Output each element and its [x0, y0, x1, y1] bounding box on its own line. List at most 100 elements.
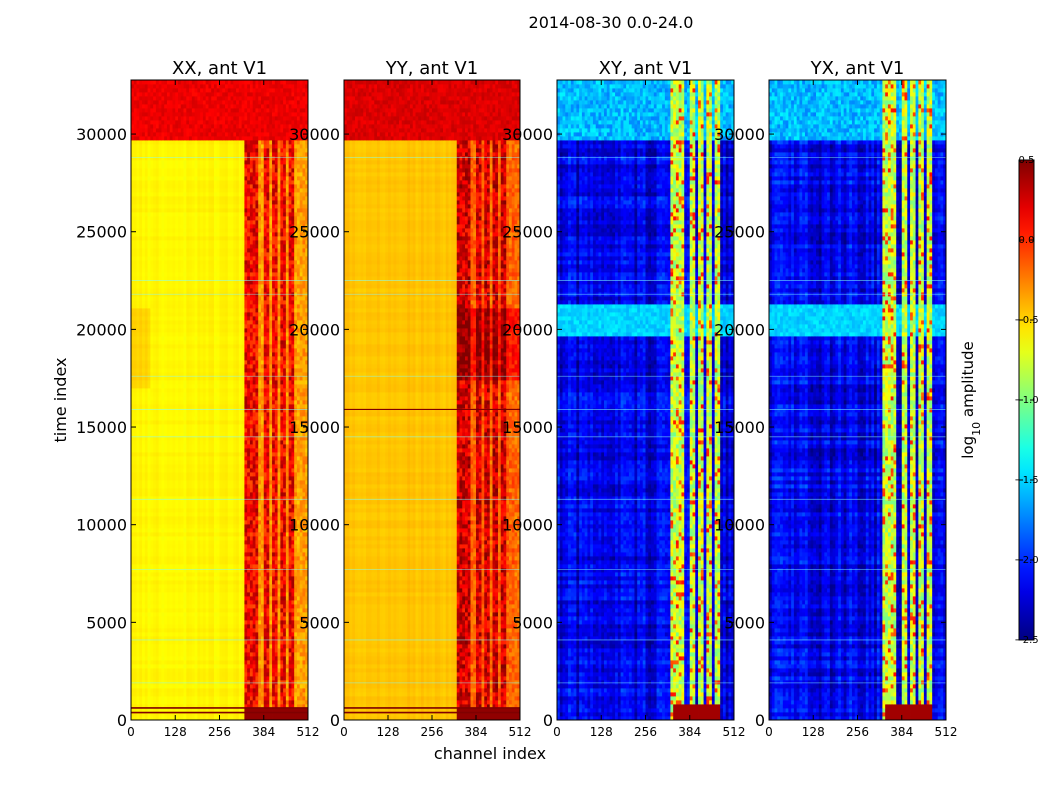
- heatmap-cell: [272, 468, 276, 473]
- heatmap-cell: [153, 548, 157, 553]
- heatmap-cell: [166, 680, 171, 685]
- heatmap-cell: [189, 468, 193, 473]
- heatmap-cell: [155, 552, 160, 557]
- heatmap-cell: [283, 668, 287, 673]
- heatmap-cell: [133, 532, 137, 537]
- heatmap-cell: [249, 540, 254, 545]
- heatmap-cell: [225, 676, 229, 681]
- heatmap-cell: [244, 620, 248, 625]
- heatmap-cell: [191, 408, 196, 413]
- heatmap-cell: [144, 632, 148, 637]
- heatmap-cell: [213, 536, 218, 541]
- heatmap-cell: [178, 696, 182, 701]
- heatmap-cell: [244, 632, 248, 637]
- heatmap-cell: [272, 500, 276, 505]
- heatmap-cell: [183, 572, 187, 577]
- heatmap-cell: [216, 512, 220, 517]
- heatmap-cell: [211, 504, 215, 509]
- heatmap-cell: [136, 492, 140, 497]
- heatmap-cell: [294, 416, 298, 421]
- heatmap-cell: [225, 584, 229, 589]
- heatmap-cell: [169, 716, 173, 721]
- heatmap-cell: [277, 516, 281, 521]
- heatmap-cell: [166, 468, 171, 473]
- heatmap-cell: [291, 704, 295, 709]
- heatmap-cell: [277, 460, 281, 465]
- heatmap-cell: [158, 436, 162, 441]
- heatmap-cell: [258, 424, 262, 429]
- heatmap-cell: [180, 640, 184, 645]
- heatmap-cell: [133, 428, 137, 433]
- heatmap-cell: [222, 504, 226, 509]
- heatmap-cell: [247, 684, 251, 689]
- heatmap-cell: [280, 424, 284, 429]
- heatmap-cell: [161, 672, 165, 677]
- heatmap-cell: [178, 664, 182, 669]
- heatmap-cell: [238, 588, 243, 593]
- heatmap-cell: [155, 676, 160, 681]
- heatmap-cell: [155, 504, 160, 509]
- heatmap-cell: [263, 712, 267, 717]
- heatmap-cell: [161, 592, 165, 597]
- heatmap-cell: [302, 408, 306, 413]
- heatmap-cell: [233, 556, 237, 561]
- heatmap-cell: [222, 408, 226, 413]
- heatmap-cell: [161, 640, 165, 645]
- heatmap-cell: [222, 688, 226, 693]
- heatmap-cell: [236, 428, 240, 433]
- heatmap-cell: [285, 432, 290, 437]
- heatmap-cell: [216, 672, 220, 677]
- heatmap-cell: [216, 492, 220, 497]
- heatmap-cell: [291, 708, 295, 713]
- heatmap-cell: [258, 604, 262, 609]
- heatmap-cell: [219, 632, 223, 637]
- heatmap-cell: [233, 660, 237, 665]
- heatmap-cell: [255, 556, 259, 561]
- heatmap-cell: [161, 668, 165, 673]
- heatmap-cell: [288, 604, 292, 609]
- heatmap-cell: [291, 568, 295, 573]
- heatmap-cell: [280, 592, 284, 597]
- heatmap-cell: [285, 644, 290, 649]
- heatmap-cell: [219, 668, 223, 673]
- heatmap-cell: [285, 580, 290, 585]
- heatmap-cell: [178, 524, 182, 529]
- heatmap-cell: [194, 684, 198, 689]
- heatmap-cell: [144, 508, 148, 513]
- heatmap-cell: [205, 704, 209, 709]
- heatmap-cell: [305, 476, 309, 481]
- heatmap-cell: [213, 460, 218, 465]
- heatmap-cell: [294, 484, 298, 489]
- heatmap-cell: [230, 560, 234, 565]
- heatmap-cell: [194, 424, 198, 429]
- heatmap-cell: [274, 708, 278, 713]
- heatmap-cell: [139, 712, 143, 717]
- heatmap-cell: [252, 592, 256, 597]
- heatmap-cell: [272, 708, 276, 713]
- heatmap-cell: [219, 680, 223, 685]
- heatmap-cell: [169, 468, 173, 473]
- heatmap-cell: [283, 416, 287, 421]
- heatmap-cell: [285, 412, 290, 417]
- heatmap-cell: [194, 456, 198, 461]
- heatmap-cell: [172, 572, 176, 577]
- heatmap-cell: [255, 432, 259, 437]
- heatmap-cell: [139, 564, 143, 569]
- heatmap-cell: [247, 604, 251, 609]
- heatmap-cell: [238, 500, 243, 505]
- heatmap-cell: [302, 540, 306, 545]
- heatmap-cell: [252, 460, 256, 465]
- heatmap-cell: [236, 588, 240, 593]
- heatmap-cell: [227, 620, 231, 625]
- heatmap-cell: [147, 488, 151, 493]
- heatmap-cell: [225, 528, 229, 533]
- heatmap-cell: [150, 604, 154, 609]
- heatmap-cell: [172, 564, 176, 569]
- heatmap-cell: [244, 416, 248, 421]
- heatmap-cell: [200, 528, 204, 533]
- heatmap-cell: [191, 472, 196, 477]
- heatmap-cell: [247, 524, 251, 529]
- heatmap-cell: [277, 680, 281, 685]
- heatmap-cell: [283, 588, 287, 593]
- heatmap-cell: [166, 648, 171, 653]
